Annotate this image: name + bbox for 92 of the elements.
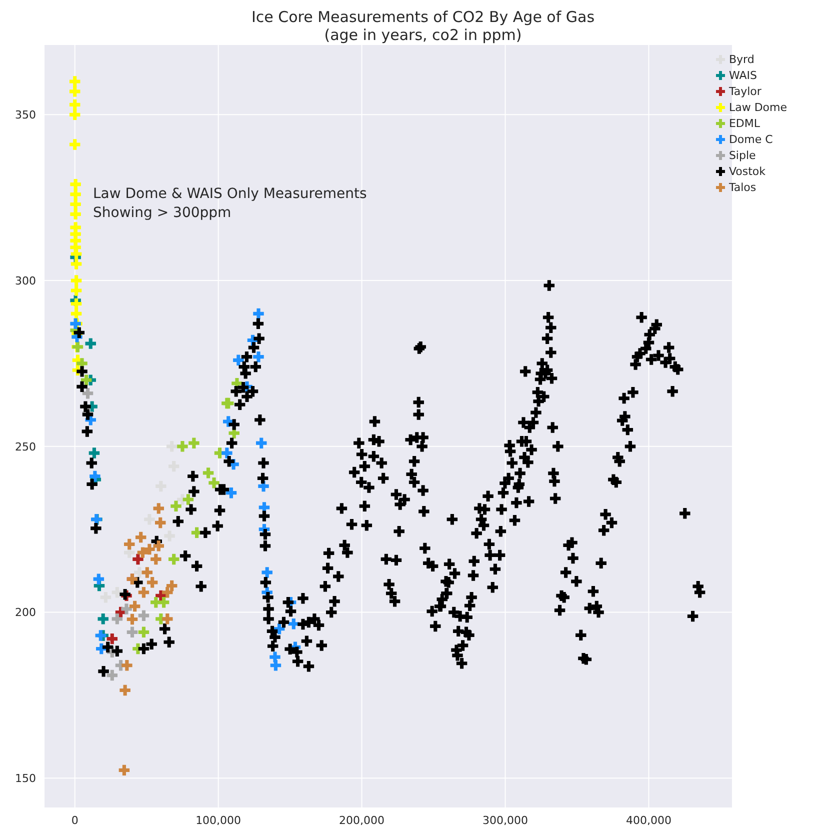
point <box>106 633 118 644</box>
point <box>253 308 264 320</box>
point <box>166 441 178 452</box>
point <box>170 500 182 512</box>
point <box>188 438 200 448</box>
legend-label: EDML <box>728 117 760 130</box>
point <box>177 441 188 452</box>
chart-title: Ice Core Measurements of CO2 By Age of Gas <box>250 8 596 26</box>
point <box>288 618 300 630</box>
point <box>202 468 214 478</box>
point <box>144 514 155 525</box>
point <box>132 554 144 565</box>
point <box>69 109 80 120</box>
point <box>122 660 132 671</box>
point <box>124 538 135 550</box>
point <box>69 99 80 110</box>
point <box>208 478 220 488</box>
point <box>162 587 173 598</box>
point <box>118 764 130 776</box>
point <box>153 503 164 514</box>
legend-label: Vostok <box>728 165 766 178</box>
legend-label: WAIS <box>728 69 757 82</box>
y-tick-label: 200 <box>15 606 36 620</box>
legend-label: Talos <box>728 181 756 194</box>
point <box>70 188 81 200</box>
point <box>166 580 178 592</box>
x-tick-label: 0 <box>71 814 78 827</box>
point <box>88 448 100 458</box>
point <box>100 592 112 603</box>
y-tick-label: 300 <box>15 274 36 288</box>
point <box>70 198 81 210</box>
point <box>98 614 108 624</box>
legend-label: Law Dome <box>728 101 787 114</box>
point <box>222 448 232 458</box>
point <box>121 604 132 614</box>
point <box>135 532 146 543</box>
point <box>70 308 82 320</box>
point <box>129 600 140 612</box>
legend-label: Dome C <box>728 133 773 146</box>
point <box>120 684 130 696</box>
point <box>253 351 264 362</box>
point <box>95 630 106 641</box>
point <box>126 626 138 638</box>
point <box>137 547 148 558</box>
point <box>69 139 80 150</box>
point <box>262 567 272 578</box>
point <box>256 438 267 448</box>
point <box>85 338 96 349</box>
point <box>150 554 162 565</box>
point <box>112 614 123 624</box>
point <box>70 178 81 190</box>
point <box>106 670 118 681</box>
annotation: Law Dome & WAIS Only Measurements Showing > 300ppm <box>93 185 367 223</box>
y-tick-label: 250 <box>15 440 36 454</box>
point <box>70 258 82 270</box>
point <box>70 248 82 260</box>
point <box>93 574 104 584</box>
point <box>154 517 166 528</box>
point <box>138 626 150 638</box>
x-tick-label: 100,000 <box>196 814 242 827</box>
point <box>182 494 194 505</box>
point <box>233 354 244 366</box>
point <box>146 577 158 588</box>
point <box>70 285 82 296</box>
point <box>138 610 150 621</box>
point <box>69 86 80 97</box>
legend-label: Taylor <box>728 85 762 98</box>
legend-label: Byrd <box>728 53 754 66</box>
point <box>69 76 80 87</box>
point <box>82 388 94 399</box>
y-tick-label: 150 <box>15 772 36 786</box>
point <box>70 275 82 286</box>
x-tick-label: 300,000 <box>482 814 528 827</box>
point <box>270 660 282 671</box>
point <box>168 554 180 565</box>
point <box>90 470 100 482</box>
point <box>153 540 164 552</box>
point <box>126 614 138 625</box>
point <box>150 596 162 608</box>
point <box>226 487 237 498</box>
point <box>70 298 82 310</box>
point <box>162 614 173 624</box>
x-tick-label: 200,000 <box>339 814 385 827</box>
point <box>142 567 153 578</box>
point <box>80 374 92 386</box>
point <box>138 587 150 598</box>
y-tick-label: 350 <box>15 108 36 122</box>
chart-subtitle: (age in years, co2 in ppm) <box>323 26 523 44</box>
point <box>144 544 155 555</box>
x-tick-label: 400,000 <box>626 814 672 827</box>
legend-label: Siple <box>728 149 756 162</box>
point <box>70 208 81 220</box>
